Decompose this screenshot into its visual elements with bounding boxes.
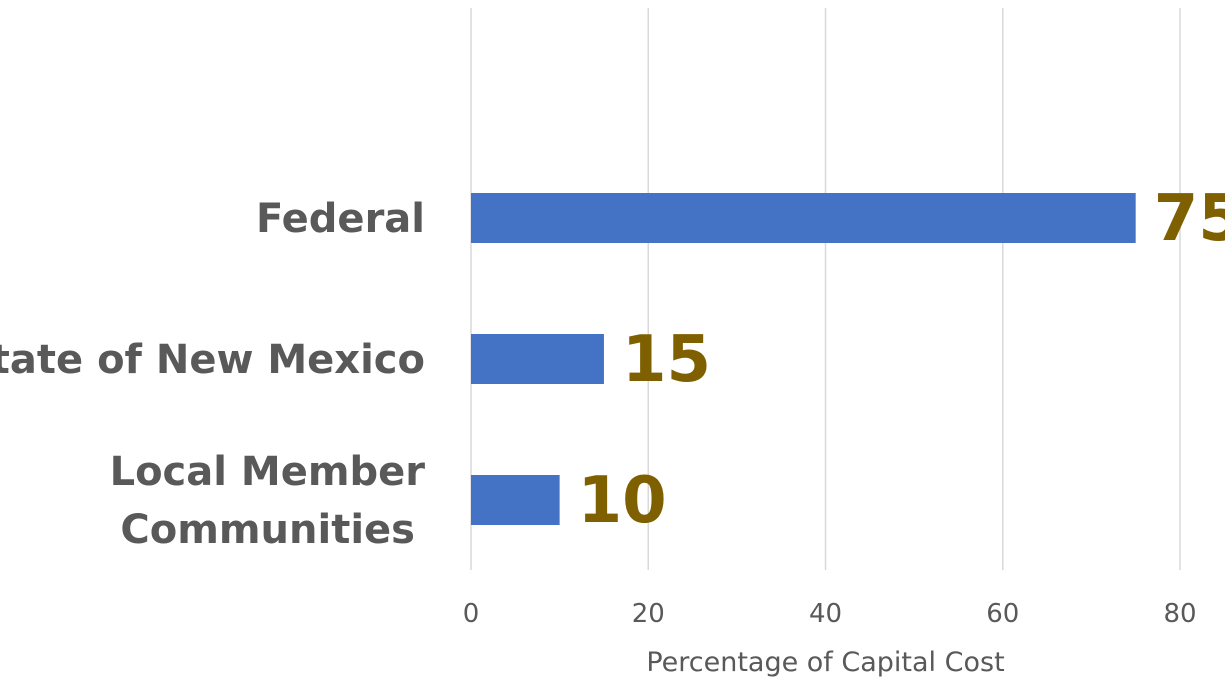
bar-0 — [471, 193, 1136, 243]
data-label-0: 75 — [1154, 182, 1225, 256]
category-label-1-0: State of New Mexico — [0, 337, 425, 383]
x-tick-label-2: 40 — [809, 599, 842, 629]
x-tick-labels: 0 20 40 60 80 — [463, 599, 1197, 629]
data-label-2: 10 — [578, 464, 667, 538]
category-labels: Federal State of New Mexico Local Member Co… — [0, 196, 425, 553]
x-axis-title: Percentage of Capital Cost — [646, 647, 1004, 678]
bars — [471, 193, 1136, 525]
bar-1 — [471, 334, 604, 384]
category-label-0-0: Federal — [256, 196, 425, 242]
x-tick-label-4: 80 — [1163, 599, 1196, 629]
x-tick-label-1: 20 — [632, 599, 665, 629]
x-tick-label-0: 0 — [463, 599, 480, 629]
data-label-1: 15 — [622, 323, 711, 397]
category-label-2-1: Communities — [120, 507, 415, 553]
data-labels: 75 15 10 — [578, 182, 1225, 538]
category-label-2-0: Local Member — [110, 449, 426, 495]
x-tick-label-3: 60 — [986, 599, 1019, 629]
bar-2 — [471, 475, 560, 525]
